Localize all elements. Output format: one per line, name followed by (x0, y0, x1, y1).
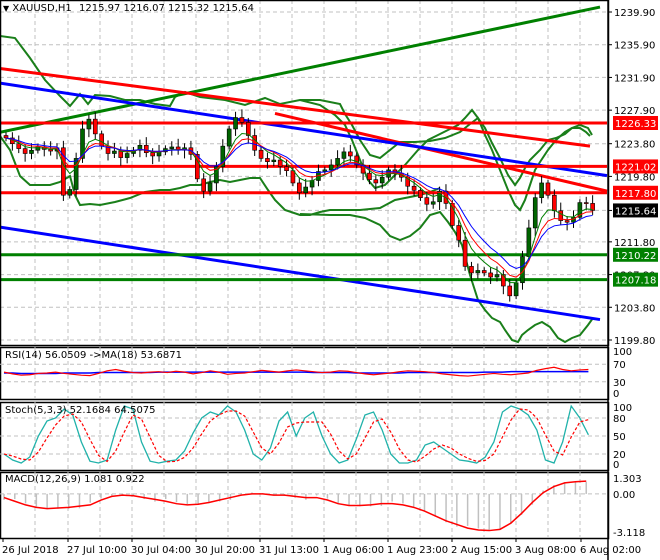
svg-text:1 Aug 06:00: 1 Aug 06:00 (323, 545, 384, 556)
svg-text:1219.80: 1219.80 (614, 172, 655, 183)
svg-text:-3.118: -3.118 (613, 528, 645, 539)
svg-text:20: 20 (613, 450, 626, 461)
svg-text:100: 100 (613, 403, 632, 414)
rsi-grid (0, 347, 607, 399)
svg-text:1231.90: 1231.90 (614, 73, 655, 84)
svg-text:0: 0 (613, 389, 619, 400)
svg-text:1203.80: 1203.80 (614, 303, 655, 314)
svg-text:50: 50 (613, 432, 626, 443)
svg-text:0: 0 (613, 460, 619, 471)
price-chart[interactable] (0, 5, 608, 344)
svg-text:27 Jul 10:00: 27 Jul 10:00 (67, 545, 127, 556)
svg-text:1221.02: 1221.02 (615, 162, 656, 173)
svg-text:31 Jul 13:00: 31 Jul 13:00 (259, 545, 319, 556)
svg-text:1207.18: 1207.18 (615, 276, 656, 287)
stochastic-panel[interactable] (3, 404, 589, 464)
svg-text:0.00: 0.00 (613, 490, 635, 501)
svg-text:1.303: 1.303 (613, 474, 642, 485)
stoch-grid (0, 402, 607, 470)
ohlc-values: 1215.97 1216.07 1215.32 1215.64 (78, 3, 254, 14)
svg-text:6 Aug 02:00: 6 Aug 02:00 (580, 545, 641, 556)
collapse-arrow-icon[interactable]: ▼ (3, 4, 10, 13)
rsi-panel[interactable] (3, 366, 589, 377)
svg-text:1210.22: 1210.22 (615, 251, 656, 262)
svg-text:1199.80: 1199.80 (614, 336, 655, 347)
stoch-label: Stoch(5,3,3) 52.1684 64.5075 (5, 405, 156, 416)
chart-header: ▼ XAUUSD,H1 1215.97 1216.07 1215.32 1215… (3, 3, 254, 14)
svg-text:1215.64: 1215.64 (615, 206, 656, 217)
svg-text:80: 80 (613, 414, 626, 425)
svg-text:1 Aug 23:00: 1 Aug 23:00 (387, 545, 448, 556)
svg-text:1217.80: 1217.80 (615, 189, 656, 200)
svg-text:30 Jul 04:00: 30 Jul 04:00 (131, 545, 191, 556)
macd-label: MACD(12,26,9) 1.081 0.922 (5, 474, 145, 485)
price-axis[interactable]: 1239.90 1235.90 1231.90 1227.90 1223.80 1219.… (607, 0, 658, 560)
svg-text:26 Jul 2018: 26 Jul 2018 (2, 545, 59, 556)
svg-text:1211.80: 1211.80 (614, 238, 655, 249)
svg-text:3 Aug 08:00: 3 Aug 08:00 (515, 545, 576, 556)
svg-text:100: 100 (613, 347, 632, 358)
svg-text:1223.80: 1223.80 (614, 140, 655, 151)
macd-panel[interactable] (3, 480, 587, 532)
svg-text:30 Jul 20:00: 30 Jul 20:00 (195, 545, 255, 556)
rsi-label: RSI(14) 56.0509 ->MA(18) 53.6871 (5, 350, 182, 361)
svg-text:2 Aug 15:00: 2 Aug 15:00 (451, 545, 512, 556)
svg-text:1239.90: 1239.90 (614, 8, 655, 19)
main-grid (0, 0, 607, 344)
svg-text:1235.90: 1235.90 (614, 41, 655, 52)
symbol-title: XAUUSD,H1 (12, 3, 72, 14)
svg-text:30: 30 (613, 378, 626, 389)
svg-text:1226.33: 1226.33 (615, 119, 656, 130)
svg-text:70: 70 (613, 360, 626, 371)
svg-text:1227.90: 1227.90 (614, 106, 655, 117)
time-axis[interactable]: 26 Jul 2018 27 Jul 10:00 30 Jul 04:00 30 Ju… (2, 538, 641, 556)
